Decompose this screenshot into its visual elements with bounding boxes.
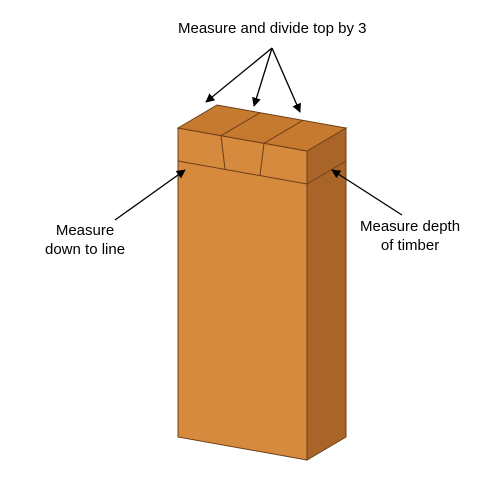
label-right: Measure depth of timber: [360, 218, 460, 256]
arrow-left: [115, 170, 185, 220]
arrow-top-2: [254, 48, 272, 106]
arrow-top-1: [206, 48, 272, 102]
timber-front-face: [178, 128, 307, 460]
label-left: Measure down to line: [45, 222, 125, 260]
timber-side-face: [307, 128, 346, 460]
label-top: Measure and divide top by 3: [178, 20, 366, 39]
arrow-top-3: [272, 48, 300, 112]
